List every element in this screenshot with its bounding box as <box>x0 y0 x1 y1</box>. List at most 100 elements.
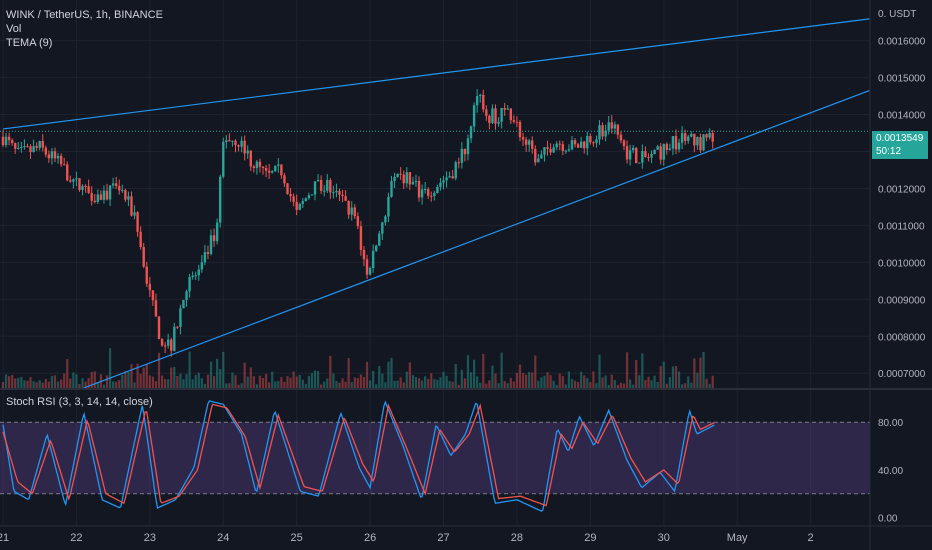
time-tick-label: 29 <box>584 532 596 544</box>
candle-body <box>619 134 623 141</box>
volume-bar <box>684 383 687 388</box>
volume-bar <box>497 383 500 388</box>
volume-bar <box>641 353 644 388</box>
volume-bar <box>292 371 295 388</box>
candle-body <box>439 182 442 187</box>
candle-body <box>362 249 366 260</box>
candle-body <box>427 189 430 196</box>
candle-body <box>497 121 500 124</box>
candle-body <box>127 196 130 200</box>
candle-body <box>705 134 708 138</box>
volume-bar <box>699 357 702 388</box>
candle-body <box>84 185 87 187</box>
volume-bar <box>173 366 176 388</box>
trendline <box>2 18 870 130</box>
volume-bar <box>378 366 381 388</box>
volume-bar <box>69 378 72 388</box>
volume-bar <box>249 367 252 388</box>
candle-body <box>20 146 23 148</box>
stoch-rsi-k-line <box>2 400 715 512</box>
volume-bar <box>580 371 583 388</box>
candle-body <box>26 146 29 148</box>
volume-bar <box>521 373 525 388</box>
volume-bar <box>399 377 402 388</box>
candle-body <box>586 136 589 149</box>
volume-bar <box>56 381 60 388</box>
candle-body <box>197 269 200 276</box>
candle-body <box>503 107 506 110</box>
candle-body <box>35 146 38 148</box>
time-tick-label: 27 <box>437 532 449 544</box>
candle-body <box>384 216 387 223</box>
volume-bar <box>203 383 206 388</box>
trendlines[interactable] <box>2 18 870 389</box>
candle-body <box>482 94 485 110</box>
volume-bar <box>632 384 635 388</box>
volume-bar <box>320 384 323 388</box>
candle-body <box>359 226 363 250</box>
candle-body <box>708 133 711 138</box>
price-tick-label: 0.0007000 <box>878 369 926 380</box>
volume-bar <box>225 383 228 388</box>
tema-label[interactable]: TEMA (9) <box>6 37 53 49</box>
candle-body <box>17 147 20 149</box>
volume-bar <box>298 374 301 388</box>
volume-bar <box>662 361 665 388</box>
symbol-title[interactable]: WINK / TetherUS, 1h, BINANCE <box>6 9 163 21</box>
volume-bar <box>301 379 304 388</box>
candle-body <box>665 143 669 150</box>
volume-bar <box>234 375 237 388</box>
volume-bar <box>11 375 14 388</box>
volume-bar <box>347 357 350 388</box>
symbol-legend[interactable]: WINK / TetherUS, 1h, BINANCE Vol TEMA (9… <box>6 8 163 50</box>
candle-body <box>249 150 252 167</box>
candle-body <box>23 146 26 148</box>
candle-body <box>659 146 662 160</box>
volume-bar <box>237 384 240 388</box>
volume-bar <box>271 371 274 388</box>
volume-bar <box>350 382 353 388</box>
candle-body <box>264 167 268 171</box>
vol-label[interactable]: Vol <box>6 23 22 35</box>
candle-body <box>200 262 204 270</box>
volume-bar <box>182 379 185 388</box>
volume-bar <box>219 369 222 388</box>
stoch-rsi-label[interactable]: Stoch RSI (3, 3, 14, 14, close) <box>6 396 153 408</box>
candle-body <box>460 148 464 163</box>
candle-body <box>332 192 335 194</box>
volume-bar <box>515 372 519 388</box>
volume-bar <box>222 351 225 388</box>
volume-bar <box>323 381 326 388</box>
volume-bar <box>573 380 577 388</box>
candle-body <box>488 115 491 124</box>
candle-body <box>506 108 509 110</box>
last-price-badge: 0.0013549 50:12 <box>872 131 928 159</box>
volume-bar <box>289 377 292 388</box>
candle-body <box>491 108 494 124</box>
time-axis[interactable]: 21 22 23 24 25 26 27 28 29 30 May 2 <box>0 532 814 544</box>
volume-bar <box>482 353 485 388</box>
candle-body <box>176 326 179 328</box>
candle-body <box>558 143 561 145</box>
candle-body <box>378 233 381 246</box>
candle-body <box>90 193 93 201</box>
candle-body <box>601 125 604 137</box>
candle-body <box>215 222 219 242</box>
candle-body <box>295 201 298 210</box>
candle-body <box>537 158 540 163</box>
candle-body <box>44 147 48 155</box>
volume-bar <box>286 376 289 388</box>
volume-bar <box>53 375 57 388</box>
candle-body <box>631 147 635 151</box>
candle-body <box>32 146 35 153</box>
candle-body <box>170 339 173 351</box>
candle-body <box>237 145 240 147</box>
stoch-rsi-legend[interactable]: Stoch RSI (3, 3, 14, 14, close) <box>6 395 153 409</box>
volume-bar <box>206 374 210 388</box>
volume-bar <box>625 352 629 388</box>
candle-body <box>203 252 207 263</box>
volume-bar <box>610 374 613 388</box>
volume-bar <box>558 373 561 388</box>
volume-bar <box>96 381 99 388</box>
